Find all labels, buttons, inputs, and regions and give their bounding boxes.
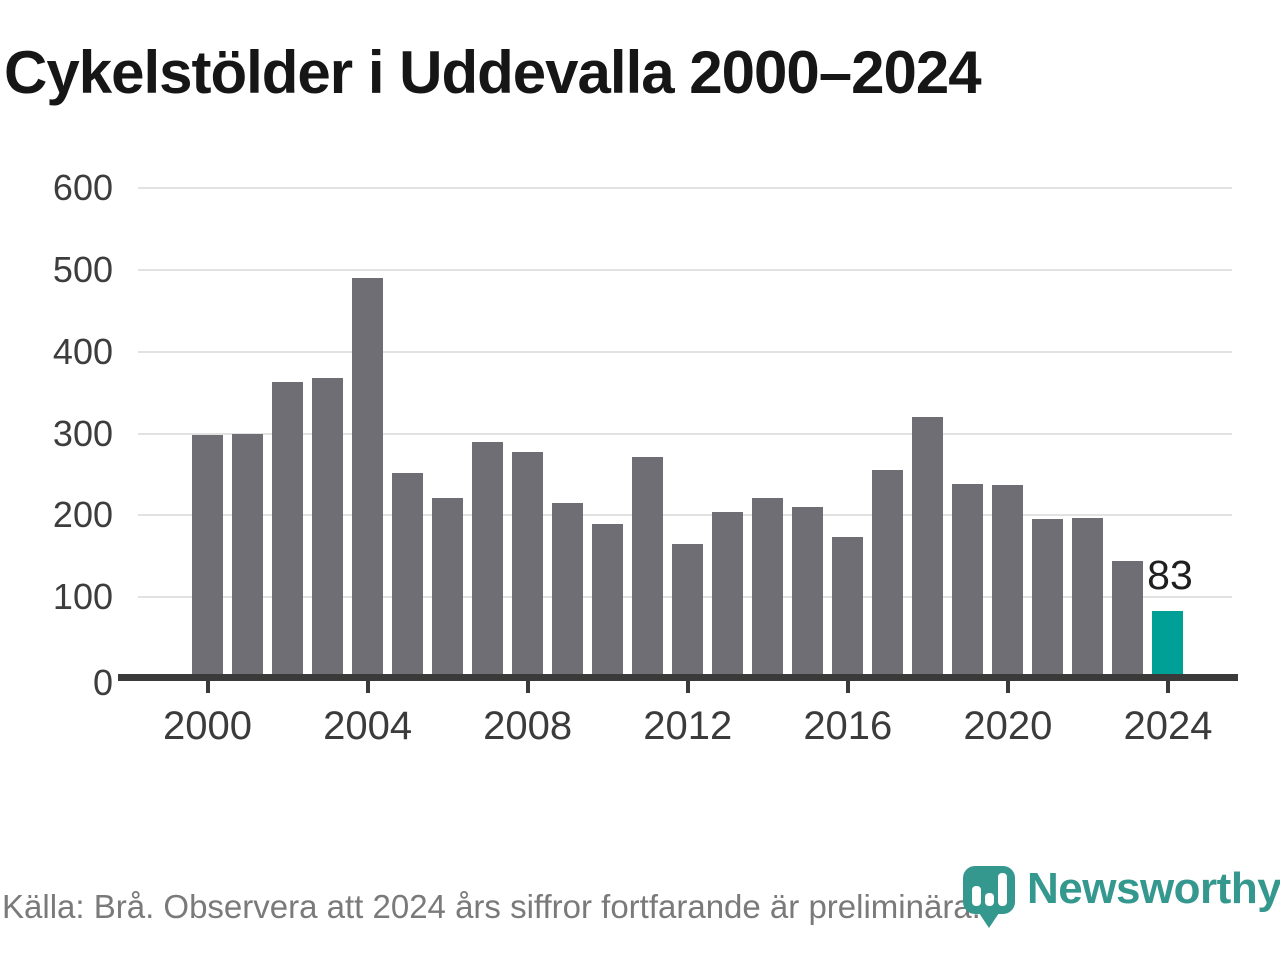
bar-2010 [592, 523, 624, 681]
bar-2022 [1072, 517, 1104, 681]
newsworthy-logo: Newsworthy [963, 862, 1280, 942]
gridline-200 [138, 514, 1232, 517]
bar-2000 [192, 435, 223, 681]
bar-2004 [352, 278, 384, 681]
bar-2002 [272, 382, 304, 681]
bar-2001 [232, 433, 264, 681]
x-axis-label-2000: 2000 [163, 704, 252, 748]
x-axis-line [118, 674, 1238, 681]
x-axis-tick-2016 [845, 681, 850, 693]
y-axis-label-600: 600 [52, 167, 113, 209]
bar-2006 [432, 498, 464, 681]
gridline-600 [138, 187, 1232, 190]
x-axis-tick-2024 [1165, 681, 1170, 693]
bar-2017 [872, 469, 904, 681]
y-axis-label-400: 400 [52, 330, 113, 372]
x-axis-tick-2020 [1005, 681, 1010, 693]
x-axis-label-2024: 2024 [1123, 704, 1213, 748]
bar-2012 [672, 544, 704, 681]
x-axis-tick-2000 [205, 681, 210, 693]
bar-value-label: 83 [1147, 552, 1193, 598]
gridline-400 [138, 350, 1232, 353]
chart-title: Cykelstölder i Uddevalla 2000–2024 [4, 39, 982, 106]
bar-2008 [512, 452, 544, 681]
x-axis-tick-2008 [525, 681, 530, 693]
y-axis-label-300: 300 [52, 412, 113, 454]
logo-bar-icon [985, 893, 994, 906]
x-axis-tick-2012 [685, 681, 690, 693]
logo-bar-icon [998, 873, 1007, 906]
x-axis-label-2004: 2004 [323, 704, 413, 748]
bar-2003 [312, 377, 344, 681]
x-axis-label-2020: 2020 [963, 704, 1053, 748]
bar-2009 [552, 503, 584, 681]
bar-2013 [712, 512, 744, 681]
y-axis-label-500: 500 [52, 249, 113, 290]
gridline-300 [138, 432, 1232, 435]
x-axis-label-2016: 2016 [803, 704, 893, 748]
x-axis-tick-2004 [365, 681, 370, 693]
y-axis-label-100: 100 [52, 576, 113, 618]
bar-2016 [832, 536, 864, 681]
gridline-500 [138, 269, 1232, 271]
y-axis-label-200: 200 [52, 494, 113, 536]
bar-2024-highlighted [1152, 611, 1184, 681]
bar-2023 [1112, 561, 1144, 681]
bar-2011 [632, 456, 664, 681]
bar-2019 [952, 484, 984, 681]
logo-bubble-tail [977, 910, 1001, 928]
newsworthy-logo-text: Newsworthy [1027, 864, 1280, 913]
bar-2007 [472, 441, 504, 681]
logo-bar-icon [972, 886, 981, 906]
bar-2018 [912, 417, 944, 681]
bar-2005 [392, 472, 424, 681]
bar-2014 [752, 498, 784, 681]
x-axis-label-2012: 2012 [643, 704, 733, 748]
newsworthy-logo-icon [963, 866, 1015, 914]
bar-2020 [992, 485, 1024, 681]
bar-2021 [1032, 519, 1064, 681]
source-note: Källa: Brå. Observera att 2024 års siffr… [2, 888, 981, 925]
y-axis-label-0: 0 [92, 662, 113, 703]
bar-2015 [792, 507, 824, 681]
x-axis-label-2008: 2008 [483, 704, 573, 748]
